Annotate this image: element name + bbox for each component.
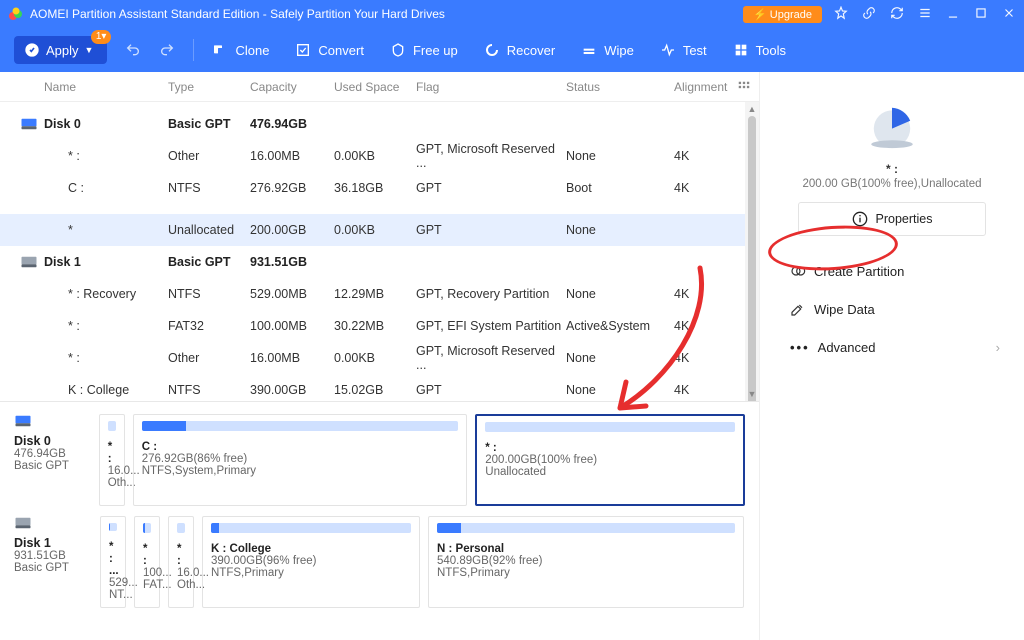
toolbar-tools[interactable]: Tools [733, 42, 786, 58]
star-icon[interactable] [834, 6, 848, 23]
wipe-data-button[interactable]: Wipe Data [776, 292, 1014, 326]
toolbar-icon [733, 42, 749, 58]
diskmap-partition[interactable]: * :16.0...Oth... [99, 414, 125, 506]
toolbar-icon [660, 42, 676, 58]
col-align[interactable]: Alignment [674, 80, 730, 94]
disk-icon [14, 516, 34, 530]
separator [193, 39, 194, 61]
advanced-label: Advanced [818, 340, 876, 355]
partition-row[interactable]: * :Other16.00MB0.00KBGPT, Microsoft Rese… [0, 342, 759, 374]
diskmap-partition[interactable]: K : College390.00GB(96% free)NTFS,Primar… [202, 516, 420, 608]
diskmap-partition[interactable]: N : Personal540.89GB(92% free)NTFS,Prima… [428, 516, 744, 608]
minimize-icon[interactable] [946, 6, 960, 23]
toolbar-icon [295, 42, 311, 58]
upgrade-button[interactable]: ⚡ Upgrade [743, 6, 822, 23]
titlebar: AOMEI Partition Assistant Standard Editi… [0, 0, 1024, 28]
toolbar-wipe[interactable]: Wipe [581, 42, 634, 58]
diskmap-row: Disk 0476.94GBBasic GPT * :16.0...Oth... C… [14, 414, 745, 506]
toolbar-test[interactable]: Test [660, 42, 707, 58]
advanced-button[interactable]: ••• Advanced › [776, 330, 1014, 364]
maximize-icon[interactable] [974, 6, 988, 23]
diskmap-partition[interactable]: * : ...529...NT... [100, 516, 126, 608]
toolbar-label: Free up [413, 43, 458, 58]
upgrade-label: Upgrade [770, 9, 812, 21]
col-flag[interactable]: Flag [416, 80, 566, 94]
scroll-down-icon[interactable]: ▼ [745, 387, 759, 401]
diskmap-partition[interactable]: * :200.00GB(100% free)Unallocated [475, 414, 745, 506]
toolbar: Apply ▼ 1 ▾ CloneConvertFree upRecoverWi… [0, 28, 1024, 72]
toolbar-label: Recover [507, 43, 555, 58]
disk-icon [14, 414, 34, 428]
close-icon[interactable] [1002, 6, 1016, 23]
partition-row[interactable]: * :FAT32100.00MB30.22MBGPT, EFI System P… [0, 310, 759, 342]
selection-detail: 200.00 GB(100% free),Unallocated [770, 178, 1014, 190]
disk-icon [20, 255, 44, 269]
toolbar-icon [484, 42, 500, 58]
disk-row[interactable]: Disk 0Basic GPT476.94GB [0, 108, 759, 140]
disk-row[interactable]: Disk 1Basic GPT931.51GB [0, 246, 759, 278]
toolbar-convert[interactable]: Convert [295, 42, 364, 58]
apply-badge: 1 ▾ [91, 30, 112, 44]
diskmap-disk-info[interactable]: Disk 1931.51GBBasic GPT [14, 516, 92, 608]
disk-icon [20, 117, 44, 131]
pie-icon [866, 100, 918, 152]
toolbar-free-up[interactable]: Free up [390, 42, 458, 58]
diskmap-partition[interactable]: * :100...FAT... [134, 516, 160, 608]
properties-button[interactable]: Properties [798, 202, 986, 236]
right-panel: * : 200.00 GB(100% free),Unallocated Pro… [760, 72, 1024, 640]
redo-icon[interactable] [159, 42, 175, 58]
app-title: AOMEI Partition Assistant Standard Editi… [30, 7, 743, 21]
toolbar-label: Tools [756, 43, 786, 58]
toolbar-recover[interactable]: Recover [484, 42, 555, 58]
partition-table: Name Type Capacity Used Space Flag Statu… [0, 72, 759, 402]
create-partition-button[interactable]: Create Partition [776, 254, 1014, 288]
toolbar-label: Clone [235, 43, 269, 58]
partition-row[interactable]: *Unallocated200.00GB0.00KBGPTNone [0, 214, 759, 246]
col-type[interactable]: Type [168, 80, 250, 94]
diskmap-partition[interactable]: * :16.0...Oth... [168, 516, 194, 608]
wipe-data-label: Wipe Data [814, 302, 875, 317]
toolbar-icon [390, 42, 406, 58]
partition-row[interactable]: * :Other16.00MB0.00KBGPT, Microsoft Rese… [0, 140, 759, 172]
scroll-up-icon[interactable]: ▲ [745, 102, 759, 116]
partition-row[interactable]: K : CollegeNTFS390.00GB15.02GBGPTNone4K [0, 374, 759, 402]
col-capacity[interactable]: Capacity [250, 80, 334, 94]
columns-settings-icon[interactable] [730, 80, 758, 94]
disk-map: Disk 0476.94GBBasic GPT * :16.0...Oth... C… [0, 402, 759, 640]
toolbar-label: Wipe [604, 43, 634, 58]
scrollbar[interactable]: ▲ ▼ [745, 102, 759, 401]
toolbar-icon [581, 42, 597, 58]
diskmap-row: Disk 1931.51GBBasic GPT * : ...529...NT..… [14, 516, 745, 608]
toolbar-label: Convert [318, 43, 364, 58]
selection-name: * : [770, 162, 1014, 176]
scroll-thumb[interactable] [748, 116, 756, 402]
toolbar-clone[interactable]: Clone [212, 42, 269, 58]
create-partition-label: Create Partition [814, 264, 904, 279]
col-status[interactable]: Status [566, 80, 674, 94]
diskmap-disk-info[interactable]: Disk 0476.94GBBasic GPT [14, 414, 91, 506]
refresh-icon[interactable] [890, 6, 904, 23]
link-icon[interactable] [862, 6, 876, 23]
undo-icon[interactable] [125, 42, 141, 58]
toolbar-icon [212, 42, 228, 58]
partition-row[interactable]: * : RecoveryNTFS529.00MB12.29MBGPT, Reco… [0, 278, 759, 310]
app-logo [8, 6, 24, 22]
properties-label: Properties [876, 212, 933, 226]
apply-label: Apply [46, 43, 79, 58]
diskmap-partition[interactable]: C :276.92GB(86% free)NTFS,System,Primary [133, 414, 468, 506]
table-header: Name Type Capacity Used Space Flag Statu… [0, 72, 759, 102]
col-name[interactable]: Name [44, 80, 168, 94]
col-used[interactable]: Used Space [334, 80, 416, 94]
chevron-right-icon: › [996, 340, 1000, 355]
toolbar-label: Test [683, 43, 707, 58]
partition-row[interactable]: C :NTFS276.92GB36.18GBGPTBoot4K [0, 172, 759, 204]
more-icon: ••• [790, 340, 810, 355]
menu-icon[interactable] [918, 6, 932, 23]
